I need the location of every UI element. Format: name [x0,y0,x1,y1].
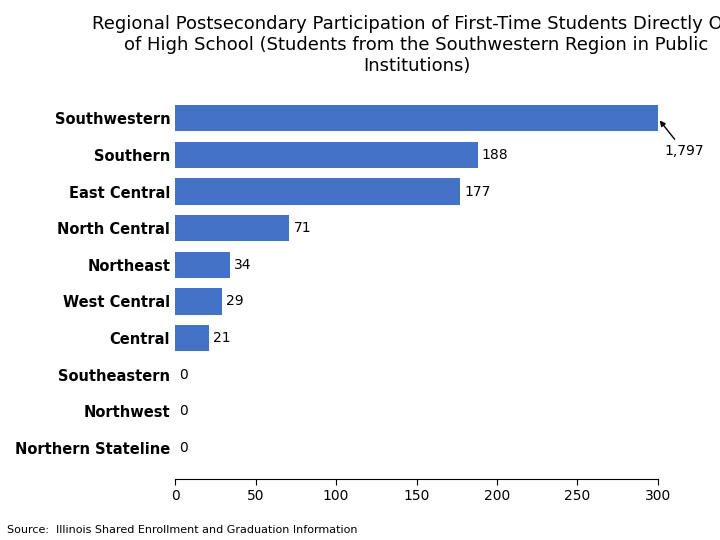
Text: 0: 0 [179,368,188,382]
Text: 29: 29 [226,294,243,308]
Bar [175,325,209,351]
Text: 34: 34 [234,258,251,272]
Text: 1,797: 1,797 [661,122,704,158]
Text: 71: 71 [294,221,311,235]
Bar [175,178,460,205]
Bar [175,215,289,241]
Text: 0: 0 [179,441,188,455]
Bar [175,105,658,131]
Title: Regional Postsecondary Participation of First-Time Students Directly Out
of High: Regional Postsecondary Participation of … [92,15,720,75]
Text: 188: 188 [482,148,508,162]
Text: 21: 21 [213,331,230,345]
Bar [175,288,222,315]
Text: 0: 0 [179,404,188,418]
Bar [175,252,230,278]
Text: Source:  Illinois Shared Enrollment and Graduation Information: Source: Illinois Shared Enrollment and G… [7,524,358,535]
Text: 177: 177 [464,185,490,199]
Bar [175,141,477,168]
